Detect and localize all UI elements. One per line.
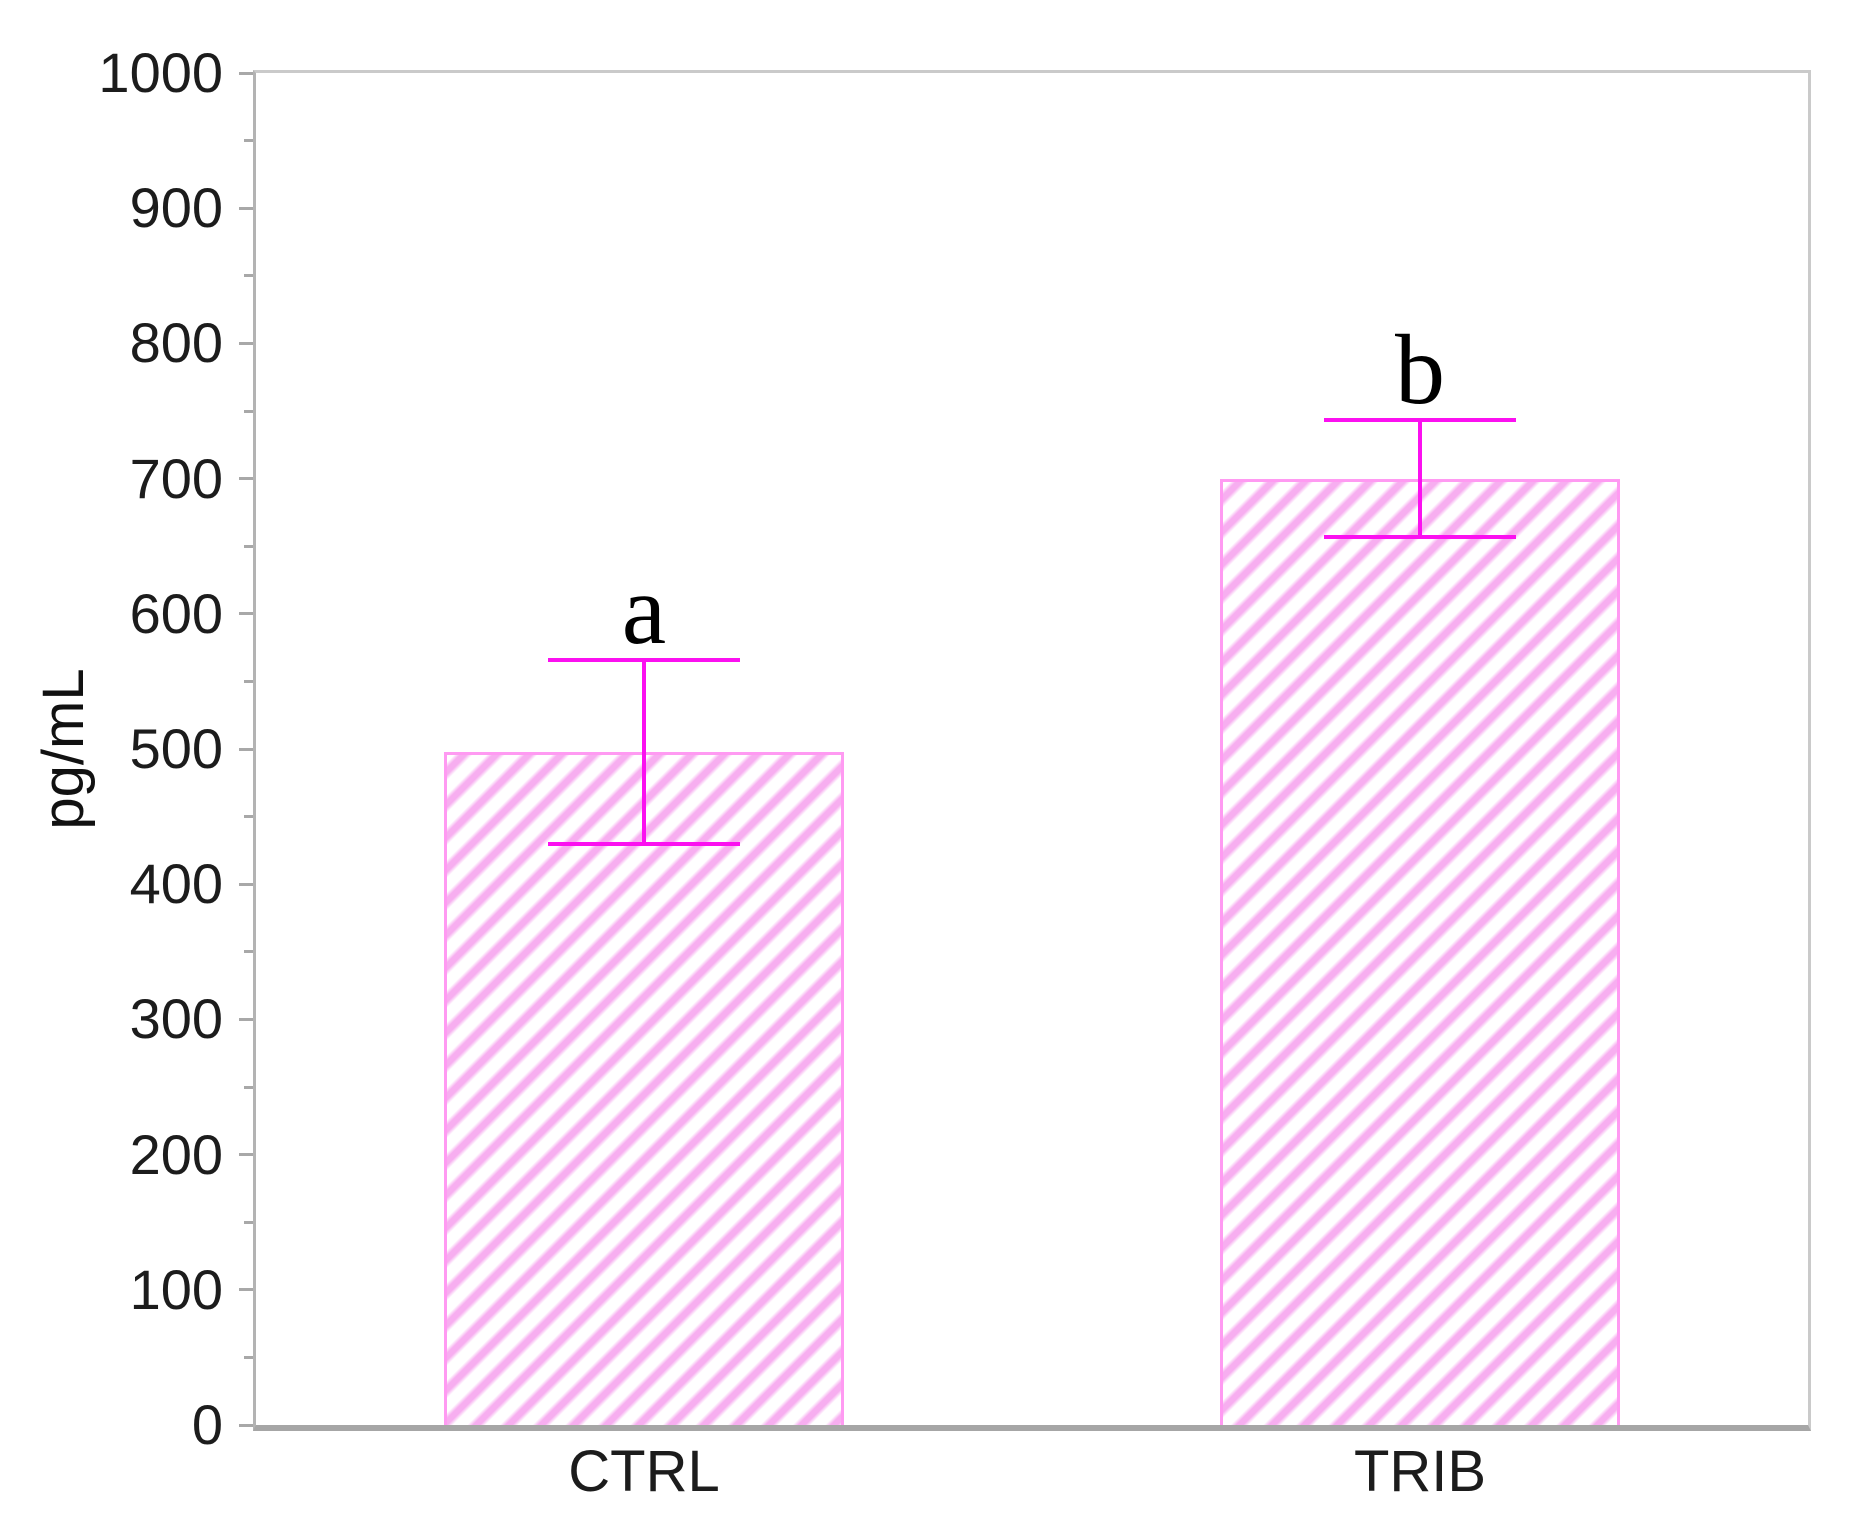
- significance-letter-b: b: [1395, 314, 1445, 426]
- y-major-tick-200: [239, 1153, 253, 1157]
- y-tick-label-800: 800: [129, 311, 223, 375]
- x-category-label-ctrl: CTRL: [568, 1439, 720, 1504]
- y-minor-tick-350: [244, 950, 253, 954]
- y-tick-label-900: 900: [129, 176, 223, 240]
- error-bar-bottom-cap-ctrl: [548, 841, 740, 846]
- y-tick-label-300: 300: [129, 987, 223, 1051]
- y-major-tick-0: [239, 1423, 253, 1427]
- error-bar-bottom-cap-trib: [1324, 534, 1516, 539]
- y-tick-label-600: 600: [129, 581, 223, 645]
- y-major-tick-1000: [239, 71, 253, 75]
- y-major-tick-600: [239, 612, 253, 616]
- error-bar-top-cap-ctrl: [548, 657, 740, 662]
- y-tick-label-1000: 1000: [98, 41, 223, 104]
- y-major-tick-300: [239, 1017, 253, 1021]
- y-tick-label-200: 200: [129, 1122, 223, 1186]
- y-major-tick-900: [239, 206, 253, 210]
- error-bar-top-cap-trib: [1324, 418, 1516, 423]
- y-minor-tick-450: [244, 815, 253, 819]
- y-tick-label-400: 400: [129, 852, 223, 916]
- bar-trib: [1220, 478, 1620, 1425]
- y-major-tick-700: [239, 477, 253, 481]
- y-tick-label-500: 500: [129, 717, 223, 780]
- y-major-tick-500: [239, 747, 253, 751]
- significance-letter-a: a: [621, 553, 667, 665]
- y-minor-tick-250: [244, 1085, 253, 1089]
- error-bar-line-trib: [1418, 420, 1422, 537]
- y-minor-tick-150: [244, 1220, 253, 1224]
- y-tick-label-100: 100: [129, 1257, 223, 1321]
- y-minor-tick-750: [244, 409, 253, 413]
- y-minor-tick-50: [244, 1355, 253, 1359]
- y-minor-tick-950: [244, 139, 253, 143]
- y-tick-label-0: 0: [191, 1393, 223, 1456]
- y-major-tick-800: [239, 341, 253, 345]
- y-major-tick-400: [239, 882, 253, 886]
- y-minor-tick-850: [244, 274, 253, 278]
- y-major-tick-100: [239, 1288, 253, 1292]
- y-minor-tick-650: [244, 544, 253, 548]
- y-minor-tick-550: [244, 679, 253, 683]
- y-tick-label-700: 700: [129, 446, 223, 510]
- bar-ctrl: [444, 751, 844, 1425]
- x-category-label-trib: TRIB: [1353, 1439, 1487, 1504]
- error-bar-line-ctrl: [642, 659, 646, 844]
